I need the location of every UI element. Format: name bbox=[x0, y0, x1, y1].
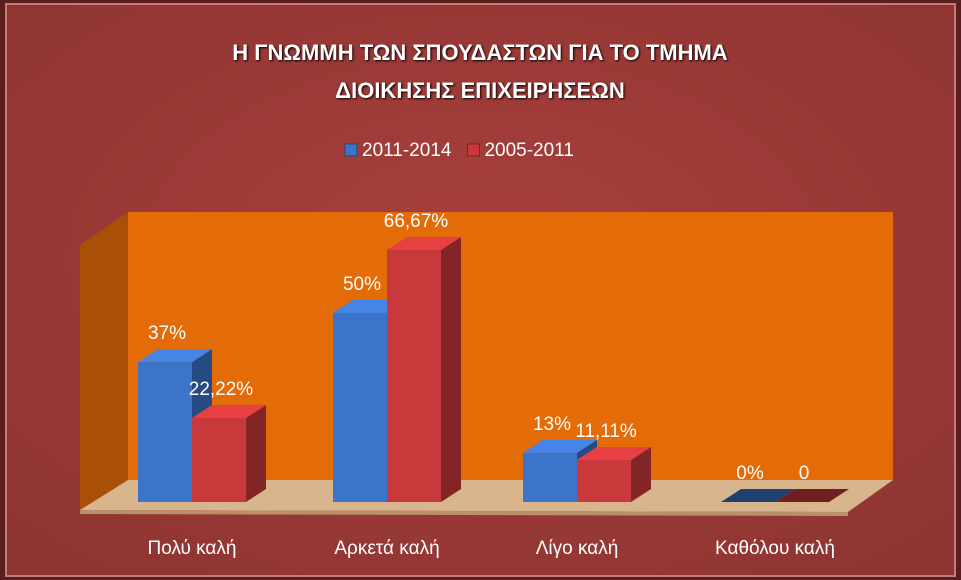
bar-top bbox=[721, 489, 795, 502]
bar-top bbox=[192, 405, 266, 419]
bar-top bbox=[523, 439, 597, 453]
bar-side bbox=[441, 236, 461, 502]
data-label: 50% bbox=[343, 274, 381, 295]
bar bbox=[387, 249, 441, 502]
floor-edge bbox=[80, 510, 848, 516]
legend-swatch bbox=[466, 143, 480, 157]
bar bbox=[192, 418, 246, 502]
data-label: 37% bbox=[148, 323, 186, 344]
back-wall bbox=[128, 212, 893, 480]
data-label: 11,11% bbox=[575, 421, 637, 442]
legend-swatch bbox=[344, 143, 358, 157]
bar bbox=[333, 313, 387, 502]
x-tick-label: Καθόλου καλή bbox=[715, 538, 835, 559]
floor bbox=[80, 480, 893, 512]
chart-title: Η ΓΝΩΜΜΗ ΤΩΝ ΣΠΟΥΔΑΣΤΩΝ ΓΙΑ ΤΟ ΤΜΗΜΑ ΔΙΟ… bbox=[232, 40, 728, 103]
side-wall bbox=[80, 212, 128, 510]
data-label: 13% bbox=[533, 414, 571, 435]
bar-top bbox=[138, 349, 212, 363]
data-label: 0 bbox=[799, 463, 810, 484]
bar bbox=[523, 452, 577, 502]
bar-top bbox=[775, 489, 849, 502]
bar-top bbox=[577, 447, 651, 461]
x-tick-label: Αρκετά καλή bbox=[334, 538, 439, 559]
data-label: 0% bbox=[736, 463, 764, 484]
bar bbox=[138, 362, 192, 502]
legend-label: 2005-2011 bbox=[484, 140, 573, 161]
x-tick-label: Πολύ καλή bbox=[148, 538, 237, 559]
bar-top bbox=[387, 236, 461, 250]
legend-label: 2011-2014 bbox=[362, 140, 452, 161]
bar-side bbox=[631, 447, 651, 502]
x-tick-label: Λίγο καλή bbox=[536, 538, 619, 559]
data-label: 66,67% bbox=[384, 211, 449, 232]
bar-side bbox=[246, 405, 266, 502]
bar bbox=[577, 460, 631, 502]
data-label: 22,22% bbox=[189, 379, 254, 400]
